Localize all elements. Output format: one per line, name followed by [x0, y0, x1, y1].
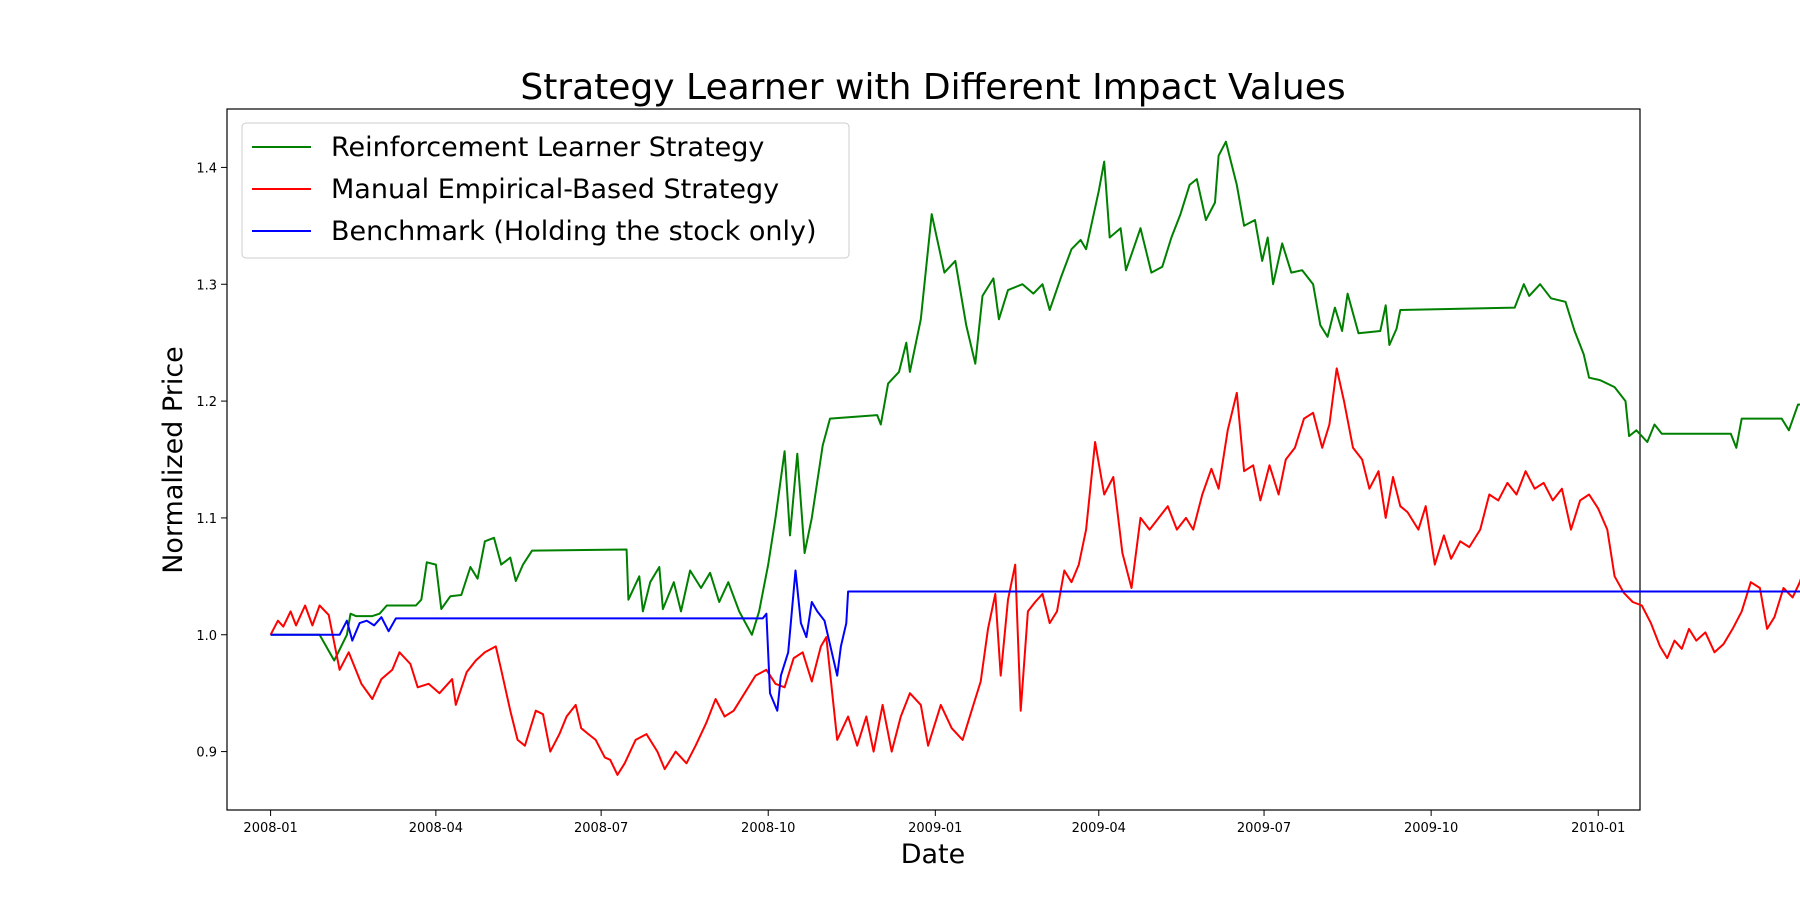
legend-label: Manual Empirical-Based Strategy: [331, 174, 779, 205]
series-line-2: [269, 367, 1800, 776]
x-tick-label: 2008-07: [574, 821, 628, 836]
series-layer: [269, 140, 1800, 776]
legend-box: [241, 122, 850, 259]
legend: Reinforcement Learner Strategy Manual Emp…: [241, 122, 850, 259]
series-line-1: [270, 140, 1800, 662]
x-tick-label: 2008-01: [243, 821, 297, 836]
x-tick-label: 2010-01: [1571, 821, 1625, 836]
x-tick-label: 2008-10: [741, 821, 795, 836]
y-tick-label: 1.2: [196, 395, 217, 410]
x-tick-label: 2009-04: [1072, 821, 1126, 836]
y-tick-label: 1.1: [196, 512, 217, 527]
x-tick-label: 2009-07: [1237, 821, 1291, 836]
legend-label: Benchmark (Holding the stock only): [331, 216, 816, 247]
chart-title: Strategy Learner with Different Impact V…: [520, 67, 1345, 108]
y-tick-label: 0.9: [196, 746, 217, 761]
x-axis-ticks: 2008-01 2008-04 2008-07 2008-10 2009-01 2009-…: [243, 810, 1625, 836]
y-axis-ticks: 0.9 1.0 1.1 1.2 1.3 1.4: [196, 161, 227, 761]
y-tick-label: 1.4: [196, 161, 217, 176]
x-tick-label: 2009-01: [908, 821, 962, 836]
legend-label: Reinforcement Learner Strategy: [331, 132, 764, 163]
series-line-3: [270, 569, 1800, 712]
x-tick-label: 2008-04: [409, 821, 463, 836]
y-tick-label: 1.0: [196, 629, 217, 644]
y-axis-label: Normalized Price: [158, 346, 189, 574]
x-tick-label: 2009-10: [1404, 821, 1458, 836]
x-axis-label: Date: [901, 839, 966, 870]
y-tick-label: 1.3: [196, 278, 217, 293]
